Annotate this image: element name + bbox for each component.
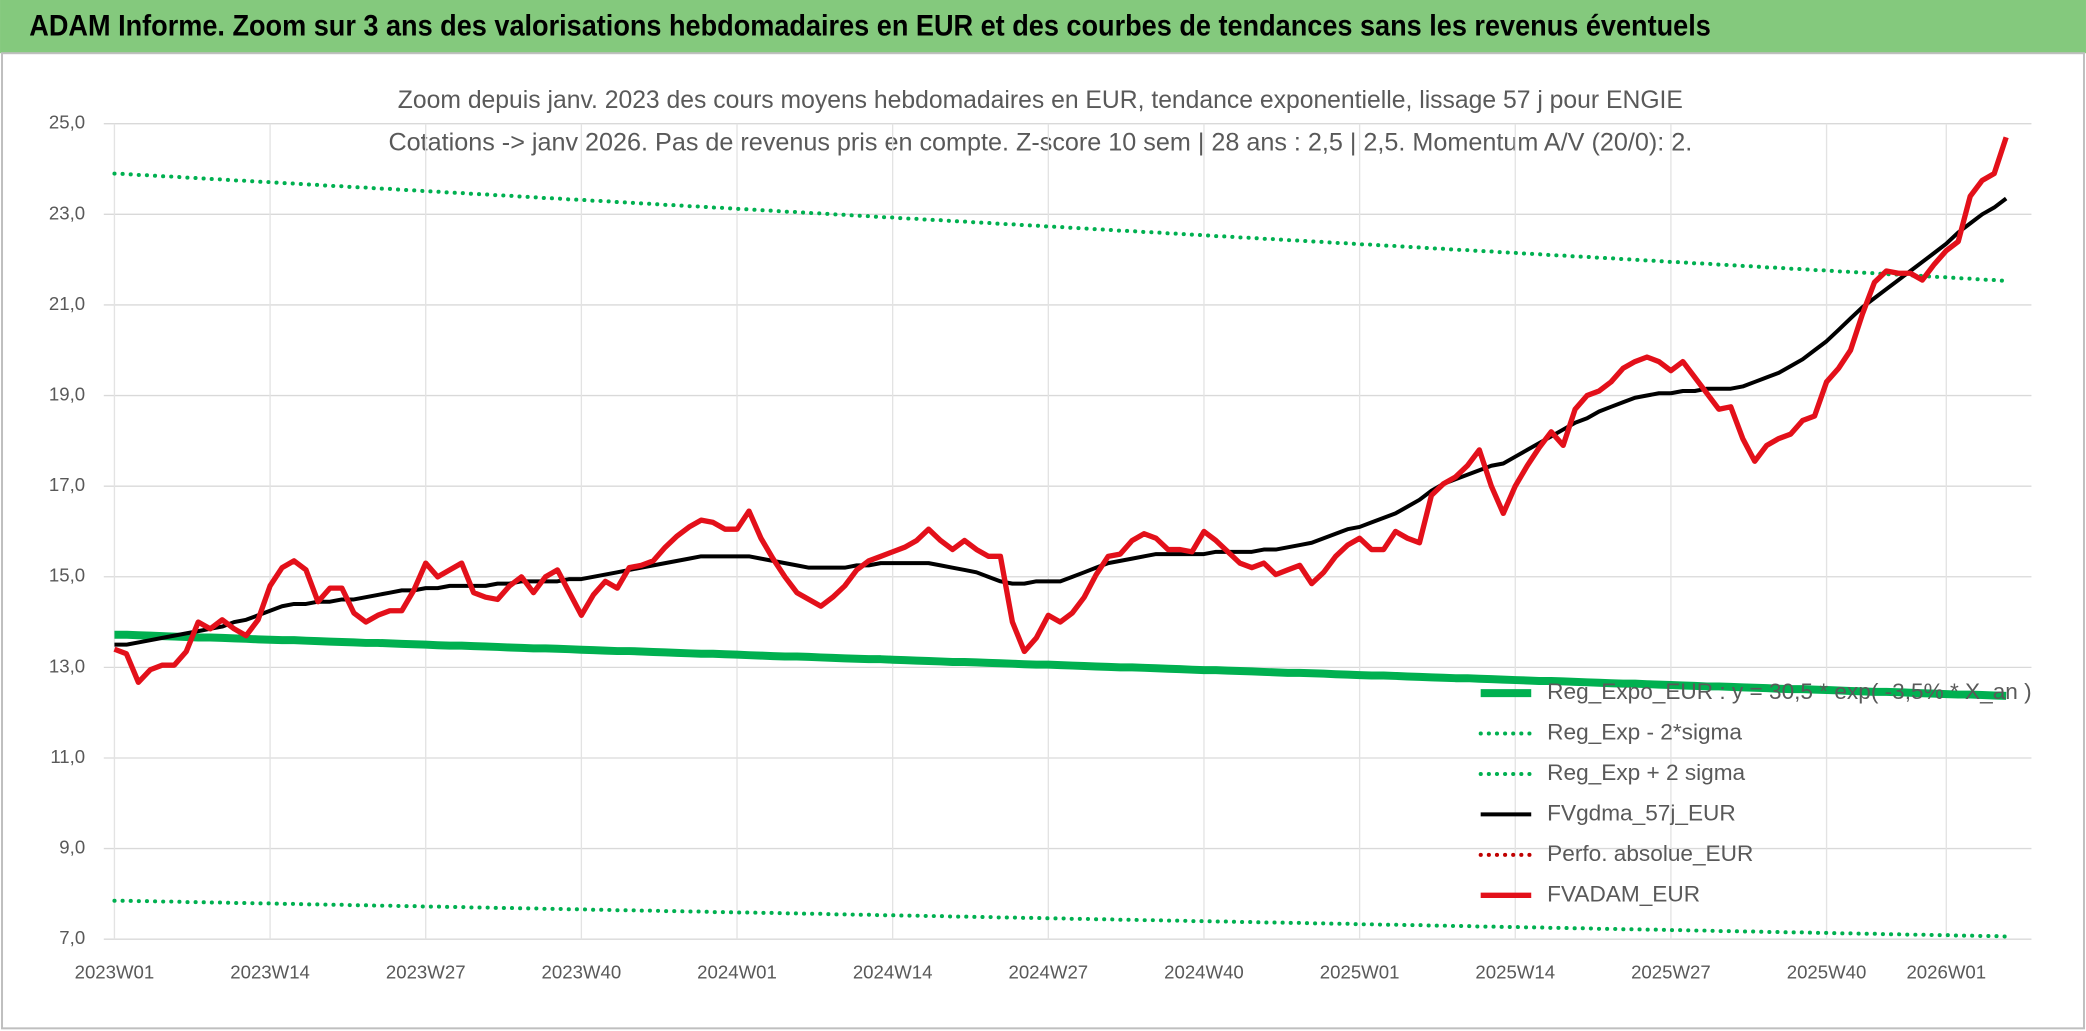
chart-title: Zoom depuis janv. 2023 des cours moyens …: [398, 86, 1683, 114]
x-tick-label: 2023W14: [230, 962, 310, 983]
y-tick-label: 11,0: [50, 746, 85, 767]
series-line: [112, 171, 2009, 283]
x-tick-label: 2023W27: [386, 962, 466, 983]
x-tick-label: 2025W40: [1787, 962, 1867, 983]
grid: 7,0 9,0 11,0 13,0 15,0 17,0 19,0 21,0 23,0 25,0 20…: [49, 112, 2032, 983]
y-tick-label: 17,0: [49, 474, 85, 495]
x-tick-label: 2024W14: [853, 962, 933, 983]
x-tick-label: 2024W27: [1008, 962, 1088, 983]
header-title: ADAM Informe. Zoom sur 3 ans des valoris…: [29, 11, 1711, 43]
series-line: [114, 630, 2007, 700]
series-line: [112, 898, 2009, 939]
y-tick-label: 13,0: [49, 655, 85, 676]
y-tick-label: 25,0: [49, 112, 85, 133]
y-tick-label: 21,0: [49, 293, 85, 314]
chart-border: [1, 52, 2085, 1030]
legend-label: FVADAM_EUR: [1547, 881, 1700, 906]
x-tick-label: 2024W01: [697, 962, 777, 983]
y-tick-label: 23,0: [49, 202, 85, 223]
series-lines: [112, 136, 2009, 939]
y-tick-label: 15,0: [49, 565, 85, 586]
legend-label: Reg_Exp + 2 sigma: [1547, 760, 1745, 785]
x-tick-label: 2023W40: [542, 962, 622, 983]
x-tick-label: 2026W01: [1906, 962, 1986, 983]
legend: Reg_Expo_EUR : y = 30,5 * exp( -3,5% * X…: [1478, 679, 2032, 906]
series-line: [113, 136, 2009, 685]
x-tick-label: 2025W01: [1320, 962, 1400, 983]
y-tick-label: 19,0: [49, 383, 85, 404]
y-tick-label: 9,0: [59, 837, 85, 858]
y-tick-label: 7,0: [59, 927, 85, 948]
series-line: [114, 196, 2008, 647]
legend-label: FVgdma_57j_EUR: [1547, 800, 1736, 825]
x-tick-label: 2024W40: [1164, 962, 1244, 983]
x-tick-label: 2025W14: [1475, 962, 1555, 983]
chart-subtitle: Cotations -> janv 2026. Pas de revenus p…: [388, 128, 1692, 156]
legend-label: Perfo. absolue_EUR: [1547, 841, 1753, 866]
x-tick-label: 2025W27: [1631, 962, 1711, 983]
legend-label: Reg_Expo_EUR : y = 30,5 * exp( -3,5% * X…: [1547, 679, 2031, 704]
header-bar: [0, 0, 2086, 54]
x-tick-label: 2023W01: [75, 962, 155, 983]
legend-label: Reg_Exp - 2*sigma: [1547, 720, 1742, 745]
